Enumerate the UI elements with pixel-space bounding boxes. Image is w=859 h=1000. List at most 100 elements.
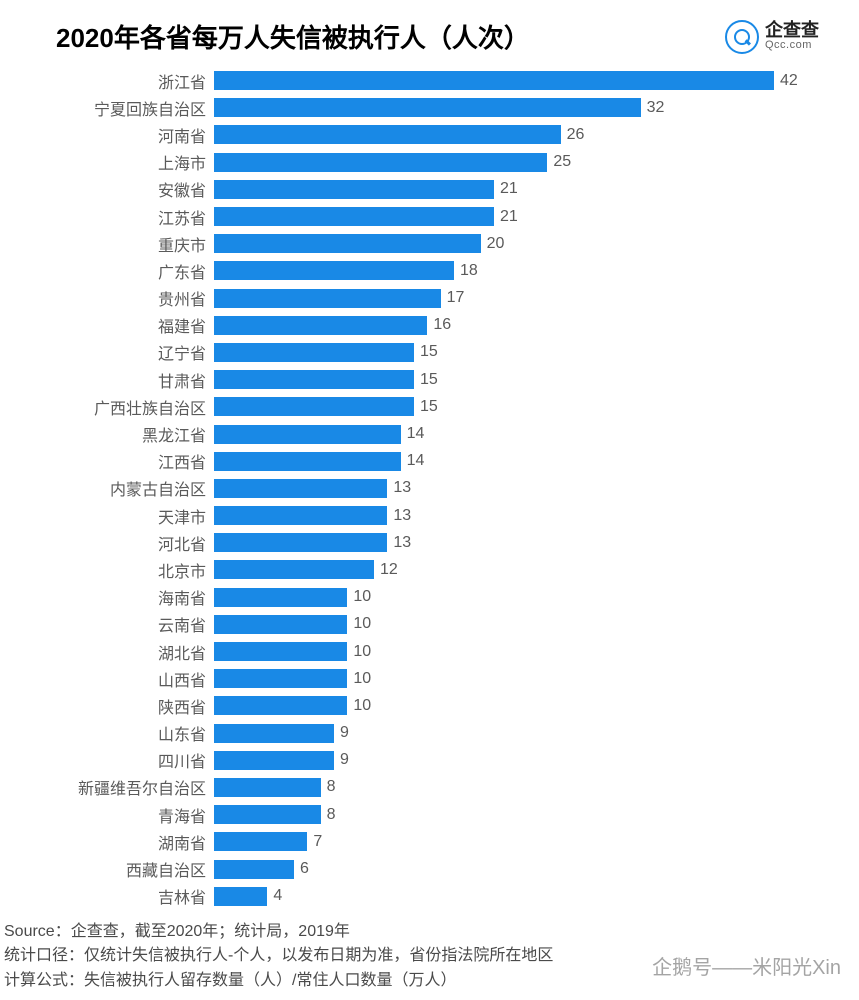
bar-label: 宁夏回族自治区: [0, 96, 214, 120]
bar-row: 上海市25: [0, 149, 819, 176]
bar-track: 14: [214, 420, 819, 447]
bar-label: 云南省: [0, 612, 214, 636]
bar-fill: [214, 125, 561, 144]
bar-label: 山西省: [0, 667, 214, 691]
bar-label: 新疆维吾尔自治区: [0, 775, 214, 799]
watermark-text: 企鹅号——米阳光Xin: [652, 951, 841, 980]
bar-value: 6: [300, 860, 309, 878]
bar-value: 20: [487, 235, 505, 253]
bar-track: 10: [214, 692, 819, 719]
bar-track: 9: [214, 720, 819, 747]
bar-fill: [214, 642, 347, 661]
bar-row: 重庆市 20: [0, 230, 819, 257]
bar-fill: [214, 289, 441, 308]
bar-fill: [214, 778, 321, 797]
bar-value: 15: [420, 371, 438, 389]
bar-fill: [214, 696, 347, 715]
bar-label: 天津市: [0, 504, 214, 528]
brand-logo: 企查查 Qcc.com: [725, 20, 819, 54]
bar-row: 广东省18: [0, 257, 819, 284]
bar-track: 32: [214, 94, 819, 121]
bar-label: 江苏省: [0, 205, 214, 229]
bar-value: 10: [353, 588, 371, 606]
bar-value: 15: [420, 343, 438, 361]
bar-value: 13: [393, 479, 411, 497]
bar-label: 河北省: [0, 531, 214, 555]
brand-logo-text: 企查查 Qcc.com: [765, 21, 819, 51]
bar-value: 16: [433, 316, 451, 334]
bar-row: 云南省 10: [0, 611, 819, 638]
bar-fill: [214, 533, 387, 552]
bar-row: 河南省26: [0, 121, 819, 148]
bar-row: 广西壮族自治区15: [0, 393, 819, 420]
bar-fill: [214, 207, 494, 226]
bar-track: 17: [214, 285, 819, 312]
bar-track: 15: [214, 393, 819, 420]
qcc-logo-icon: [725, 20, 759, 54]
bar-value: 10: [353, 643, 371, 661]
bar-fill: [214, 452, 401, 471]
bar-track: 10: [214, 638, 819, 665]
bar-value: 42: [780, 72, 798, 90]
bar-fill: [214, 425, 401, 444]
chart-title: 2020年各省每万人失信被执行人（人次）: [56, 18, 530, 55]
bar-label: 上海市: [0, 150, 214, 174]
bar-row: 山西省10: [0, 665, 819, 692]
bar-label: 西藏自治区: [0, 857, 214, 881]
bar-value: 12: [380, 561, 398, 579]
bar-fill: [214, 887, 267, 906]
bar-label: 贵州省: [0, 286, 214, 310]
bar-value: 32: [647, 99, 665, 117]
bar-fill: [214, 343, 414, 362]
bar-track: 13: [214, 529, 819, 556]
bar-row: 山东省9: [0, 720, 819, 747]
bar-row: 贵州省17: [0, 285, 819, 312]
bar-label: 四川省: [0, 748, 214, 772]
bar-fill: [214, 397, 414, 416]
bar-fill: [214, 724, 334, 743]
bar-track: 21: [214, 203, 819, 230]
bar-label: 重庆市: [0, 232, 214, 256]
bar-fill: [214, 805, 321, 824]
bar-row: 江苏省 21: [0, 203, 819, 230]
bar-label: 海南省: [0, 585, 214, 609]
bar-track: 13: [214, 502, 819, 529]
bar-label: 湖南省: [0, 830, 214, 854]
bar-fill: [214, 180, 494, 199]
bar-track: 4: [214, 883, 819, 910]
bar-track: 18: [214, 257, 819, 284]
bar-row: 江西省14: [0, 448, 819, 475]
bar-row: 辽宁省15: [0, 339, 819, 366]
bar-value: 4: [273, 887, 282, 905]
bar-value: 21: [500, 180, 518, 198]
bar-label: 黑龙江省: [0, 422, 214, 446]
bar-fill: [214, 71, 774, 90]
bar-track: 26: [214, 121, 819, 148]
bar-value: 8: [327, 778, 336, 796]
bar-fill: [214, 98, 641, 117]
bar-fill: [214, 479, 387, 498]
bar-track: 14: [214, 448, 819, 475]
bar-label: 山东省: [0, 721, 214, 745]
bar-value: 13: [393, 507, 411, 525]
footer-source: Source：企查查，截至2020年；统计局，2019年: [4, 920, 553, 945]
bar-row: 青海省8: [0, 801, 819, 828]
bar-track: 10: [214, 611, 819, 638]
bar-row: 宁夏回族自治区 32: [0, 94, 819, 121]
bar-fill: [214, 751, 334, 770]
bar-value: 7: [313, 833, 322, 851]
bar-track: 15: [214, 339, 819, 366]
bar-fill: [214, 615, 347, 634]
bar-value: 18: [460, 262, 478, 280]
bar-label: 吉林省: [0, 884, 214, 908]
bar-row: 陕西省10: [0, 692, 819, 719]
bar-label: 河南省: [0, 123, 214, 147]
bar-label: 安徽省: [0, 177, 214, 201]
bar-track: 10: [214, 665, 819, 692]
bar-row: 河北省13: [0, 529, 819, 556]
bar-label: 北京市: [0, 558, 214, 582]
bar-label: 甘肃省: [0, 368, 214, 392]
bar-value: 10: [353, 615, 371, 633]
bar-value: 21: [500, 208, 518, 226]
bar-track: 21: [214, 176, 819, 203]
